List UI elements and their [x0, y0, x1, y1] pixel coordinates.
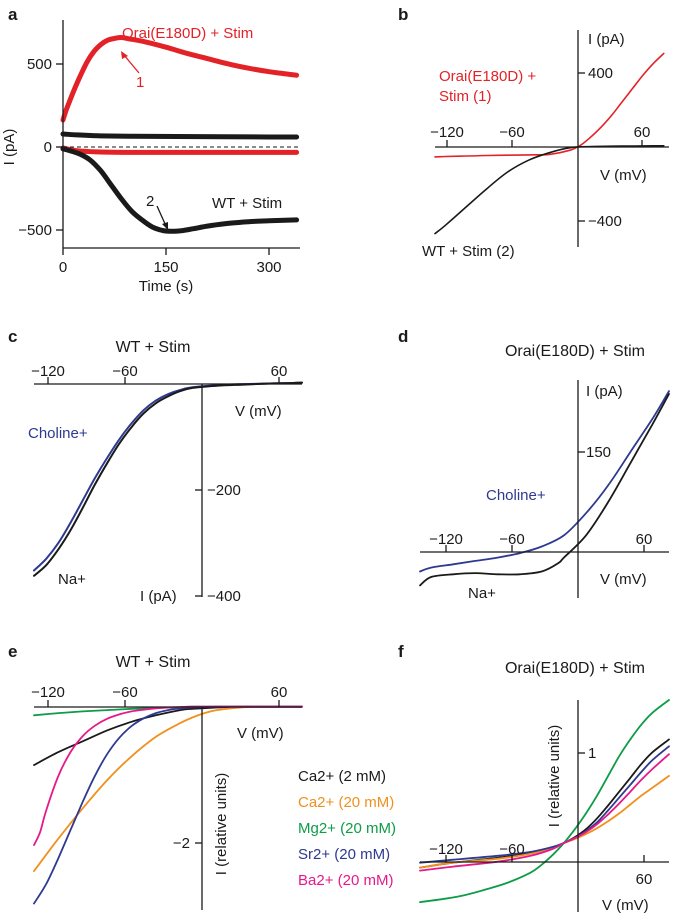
panel-b-xtick-neg120: −120	[430, 124, 464, 141]
panel-d-xtick-60: 60	[636, 531, 653, 548]
panel-b-xtick-neg60: −60	[499, 124, 524, 141]
panel-d: d Orai(E180D) + Stim −120 −60 60 150 I (…	[398, 327, 670, 602]
panel-a-red-arrow	[123, 54, 140, 74]
panel-d-v-label: V (mV)	[600, 571, 647, 588]
panel-d-xtick-neg120: −120	[429, 531, 463, 548]
panel-c-title: WT + Stim	[116, 339, 191, 356]
panel-b-ytick-400: 400	[588, 65, 613, 82]
panel-d-black-label: Na+	[468, 585, 496, 602]
panel-e-v-label: V (mV)	[237, 725, 284, 742]
panel-f: f Orai(E180D) + Stim −120 −60 60 1 I (re…	[398, 642, 670, 914]
panel-a-red-annotation: Orai(E180D) + Stim	[122, 25, 253, 42]
panel-d-title: Orai(E180D) + Stim	[505, 343, 645, 360]
panel-f-series-ca2-20-mm	[419, 775, 670, 869]
panel-e-xtick-60: 60	[271, 684, 288, 701]
panel-b-i-label: I (pA)	[588, 31, 625, 48]
panel-a-series-wt-stim	[60, 146, 300, 234]
panel-d-blue-label: Choline+	[486, 487, 546, 504]
panel-a-ylabel: I (pA)	[1, 129, 18, 166]
panel-label-c: c	[8, 327, 17, 346]
panel-a-black-arrowhead	[162, 222, 168, 230]
panel-b-red-label-line1: Orai(E180D) +	[439, 68, 536, 85]
panel-b-series-orai-e180d-stim-1	[434, 52, 665, 158]
panel-b-v-label: V (mV)	[600, 167, 647, 184]
panel-c-blue-label: Choline+	[28, 425, 88, 442]
panel-c-xtick-neg60: −60	[112, 363, 137, 380]
panel-d-curves	[419, 390, 670, 587]
panel-c-xtick-neg120: −120	[31, 363, 65, 380]
panel-a-red-arrowhead	[121, 51, 128, 59]
panel-a-black-marker: 2	[146, 193, 154, 210]
legend-item-mg-20mm: Mg2+ (20 mM)	[298, 820, 396, 837]
panel-c-black-label: Na+	[58, 571, 86, 588]
panel-a-ytick-0: 0	[44, 139, 52, 156]
panel-c-ytick-neg400: −400	[207, 588, 241, 605]
panel-c-ytick-neg200: −200	[207, 482, 241, 499]
legend-item-ca-20mm: Ca2+ (20 mM)	[298, 794, 394, 811]
panel-f-xtick-neg60: −60	[499, 841, 524, 858]
panel-a-black-arrow	[156, 205, 167, 227]
panel-c-xtick-60: 60	[271, 363, 288, 380]
panel-b-curves	[434, 52, 665, 235]
panel-e-xtick-neg60: −60	[112, 684, 137, 701]
panel-a-ytick-500: 500	[27, 56, 52, 73]
panel-label-e: e	[8, 642, 17, 661]
panel-d-ytick-150: 150	[586, 444, 611, 461]
panel-a-curves	[60, 34, 300, 234]
legend-item-ca-2mm: Ca2+ (2 mM)	[298, 768, 386, 785]
panel-a-xtick-150: 150	[153, 259, 178, 276]
panel-f-v-label: V (mV)	[602, 897, 649, 914]
panel-b-series-wt-stim-2	[434, 144, 665, 235]
legend-item-sr-20mm: Sr2+ (20 mM)	[298, 846, 390, 863]
panel-f-xtick-60: 60	[636, 871, 653, 888]
panel-a-series-orai-e180d-stim-outward-baseline	[60, 131, 300, 140]
panel-d-series-na	[419, 393, 670, 587]
panel-f-xtick-neg120: −120	[429, 841, 463, 858]
panel-f-title: Orai(E180D) + Stim	[505, 660, 645, 677]
panel-f-series-ba2-20-mm	[419, 753, 670, 872]
panel-label-f: f	[398, 642, 404, 661]
panel-label-d: d	[398, 327, 408, 346]
legend-item-ba-20mm: Ba2+ (20 mM)	[298, 872, 393, 889]
panel-f-ytick-1: 1	[588, 745, 596, 762]
panel-b: b −120 −60 60 400 −400 I (pA) V (mV) Ora…	[398, 5, 669, 260]
panel-label-a: a	[8, 5, 18, 24]
panel-f-series-ca2-2-mm	[419, 738, 670, 869]
panel-a-xtick-0: 0	[59, 259, 67, 276]
panel-b-xtick-60: 60	[634, 124, 651, 141]
panel-e-title: WT + Stim	[116, 654, 191, 671]
panel-a: a 500 0 −500 0 150 300 Time (s) I (pA) O…	[1, 5, 300, 295]
panel-f-series-mg2-20-mm	[419, 699, 670, 903]
panel-f-i-label: I (relative units)	[546, 725, 563, 828]
panel-a-red-marker: 1	[136, 74, 144, 91]
panel-f-curves	[419, 699, 670, 903]
panel-a-xtick-300: 300	[256, 259, 281, 276]
panel-e-legend: Ca2+ (2 mM) Ca2+ (20 mM) Mg2+ (20 mM) Sr…	[298, 768, 396, 889]
panel-c-series-na	[33, 381, 303, 577]
panel-e-i-label: I (relative units)	[213, 773, 230, 876]
panel-c: c WT + Stim −120 −60 60 −200 −400 V (mV)…	[8, 327, 303, 605]
panel-a-xlabel: Time (s)	[139, 278, 193, 295]
panel-b-ytick-neg400: −400	[588, 213, 622, 230]
panel-label-b: b	[398, 5, 408, 24]
panel-d-series-choline	[419, 390, 670, 573]
panel-c-i-label: I (pA)	[140, 588, 177, 605]
panel-a-series-orai-e180d-stim	[60, 34, 300, 123]
panel-a-ytick-neg500: −500	[18, 222, 52, 239]
panel-c-v-label: V (mV)	[235, 403, 282, 420]
panel-b-black-label: WT + Stim (2)	[422, 243, 515, 260]
panel-e-xtick-neg120: −120	[31, 684, 65, 701]
panel-a-black-annotation: WT + Stim	[212, 195, 282, 212]
panel-d-xtick-neg60: −60	[499, 531, 524, 548]
panel-d-i-label: I (pA)	[586, 383, 623, 400]
panel-a-series-orai-e180d-stim-inward	[60, 145, 300, 155]
panel-b-red-label-line2: Stim (1)	[439, 88, 492, 105]
panel-e-ytick-neg2: −2	[173, 835, 190, 852]
panel-e: e WT + Stim −120 −60 60 −2 V (mV) I (rel…	[8, 642, 396, 910]
